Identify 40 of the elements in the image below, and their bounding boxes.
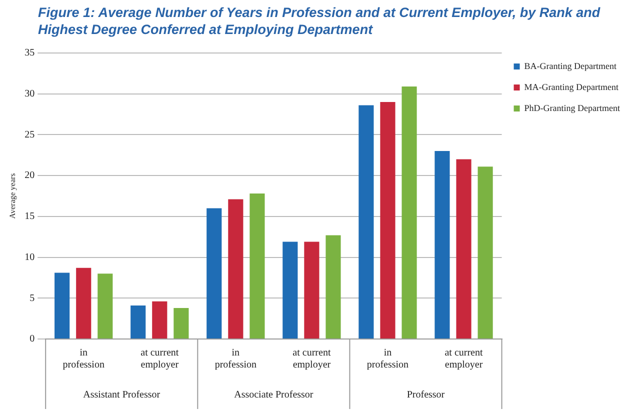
x-tick-label: at current employer [140, 348, 180, 371]
bar [380, 102, 396, 338]
y-tick-label: 5 [30, 292, 35, 304]
legend-label: MA-Granting Department [524, 82, 619, 92]
bar [434, 151, 450, 338]
bar [250, 194, 265, 338]
bar [76, 268, 92, 338]
x-tick-label: in profession [62, 348, 104, 371]
y-tick-label: 25 [24, 129, 35, 140]
bar [152, 301, 168, 338]
bar [478, 166, 493, 338]
y-axis-title: Average years [8, 173, 17, 219]
bar [358, 105, 374, 338]
y-tick-label: 15 [24, 211, 35, 222]
bar [206, 208, 222, 338]
y-tick-label: 35 [24, 48, 35, 59]
legend-label: PhD-Granting Department [524, 102, 620, 113]
text: Assistant Professor [83, 390, 161, 401]
bar [326, 235, 341, 338]
chart-title: Figure 1: Average Number of Years in Profession and at Current Employer, by Rank and Highest Degree Conferred at Employing Department [38, 4, 602, 38]
legend-label: BA-Granting Department [524, 60, 617, 71]
bar [54, 272, 70, 338]
y-tick-label: 30 [24, 88, 35, 100]
bar [98, 274, 113, 338]
text: Associate Professor [234, 390, 314, 401]
bar [282, 242, 298, 338]
x-tick-label: in profession [366, 348, 409, 371]
y-tick-label: 0 [30, 334, 35, 345]
y-tick-label: 20 [24, 170, 35, 182]
bar [304, 242, 320, 338]
y-tick-label: 10 [24, 252, 35, 263]
text: Professor [406, 390, 446, 401]
x-tick-label: in profession [214, 348, 257, 371]
x-tick-label: at current employer [292, 348, 332, 371]
bar [402, 86, 417, 338]
bar [456, 159, 472, 338]
x-tick-label: at current employer [444, 348, 484, 371]
bar [130, 305, 146, 338]
bar [174, 308, 189, 338]
bar [228, 199, 244, 338]
